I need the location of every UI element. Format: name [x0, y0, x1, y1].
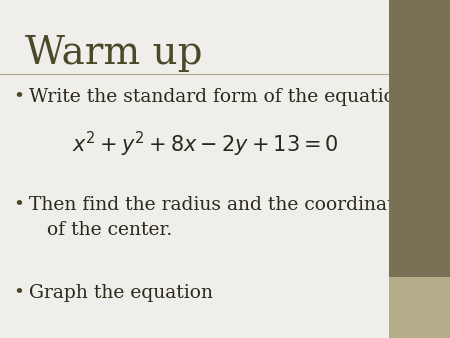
Text: Write the standard form of the equation:: Write the standard form of the equation:: [29, 88, 414, 106]
Text: Graph the equation: Graph the equation: [29, 284, 213, 302]
Text: •: •: [14, 88, 25, 106]
Text: Warm up: Warm up: [25, 35, 202, 72]
Text: •: •: [14, 284, 25, 302]
Text: $x^2 + y^2 + 8x - 2y + 13 = 0$: $x^2 + y^2 + 8x - 2y + 13 = 0$: [72, 130, 339, 159]
Text: Then find the radius and the coordinates
   of the center.: Then find the radius and the coordinates…: [29, 196, 415, 239]
Text: •: •: [14, 196, 25, 214]
